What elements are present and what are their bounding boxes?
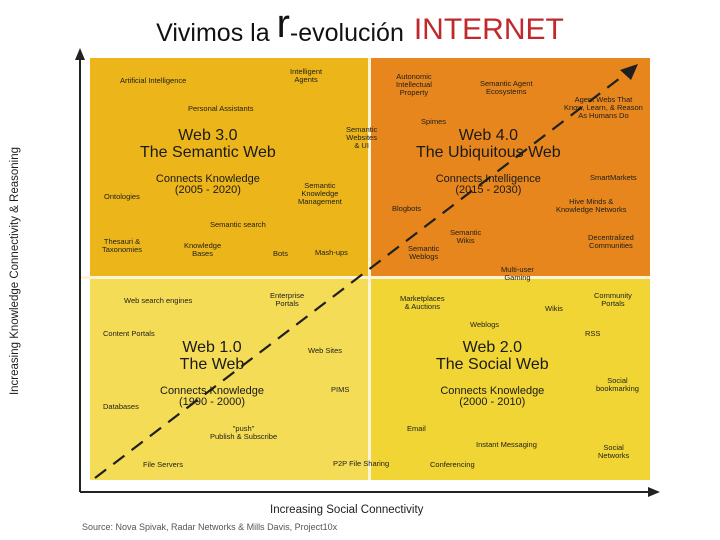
evolution-dashed-line	[94, 71, 629, 479]
tag-mashups: Mash-ups	[315, 248, 348, 257]
tag-enterprise-portals: Enterprise Portals	[270, 291, 305, 308]
web3-dates: (2005 - 2020)	[174, 184, 241, 197]
tag-decentralized: Decentralized Communities	[588, 233, 634, 250]
tag-web-sites: Web Sites	[308, 346, 343, 355]
tag-smartmarkets: SmartMarkets	[590, 173, 637, 182]
tag-hive-minds: Hive Minds & Knowledge Networks	[556, 197, 627, 214]
tag-weblogs: Weblogs	[470, 320, 500, 329]
quadrant-web4-bg	[371, 58, 650, 276]
tag-ontologies: Ontologies	[104, 192, 140, 201]
tag-personal-assistants: Personal Assistants	[188, 104, 254, 113]
tag-p2p-file-sharing: P2P File Sharing	[333, 459, 390, 468]
tag-knowledge-bases: Knowledge Bases	[184, 241, 222, 258]
slide-title: Vivimos la r-evolución INTERNET	[0, 0, 720, 48]
quadrant-web4-label: Web 4.0 The Ubiquitous Web Connects Inte…	[416, 127, 561, 197]
web4-subtitle: The Ubiquitous Web	[416, 143, 561, 161]
tag-multiuser-gaming: Multi-user Gaming	[501, 265, 534, 282]
tag-thesauri: Thesauri & Taxonomies	[102, 237, 143, 254]
tag-instant-messaging: Instant Messaging	[476, 440, 537, 449]
tag-semantic-weblogs: Semantic Weblogs	[408, 244, 440, 261]
tag-social-bookmarking: Social bookmarking	[596, 376, 639, 393]
tag-spimes: Spimes	[421, 117, 447, 126]
tag-content-portals: Content Portals	[103, 329, 155, 338]
web2-subtitle: The Social Web	[436, 355, 549, 373]
tag-push-publish: "push" Publish & Subscribe	[210, 424, 278, 441]
tag-autonomic: Autonomic Intellectual Property	[396, 72, 432, 97]
title-part2: r	[276, 2, 290, 46]
tag-bots: Bots	[273, 249, 289, 258]
web1-name: Web 1.0	[182, 339, 242, 356]
quadrant-web3-bg	[90, 58, 368, 276]
tag-intelligent-agents: Intelligent Agents	[290, 67, 323, 84]
web1-dates: (1990 - 2000)	[178, 396, 245, 409]
tag-semantic-wikis: Semantic Wikis	[450, 228, 482, 245]
tag-file-servers: File Servers	[143, 460, 184, 469]
web4-name: Web 4.0	[458, 127, 518, 144]
tag-artificial-intelligence: Artificial Intelligence	[120, 76, 187, 85]
web4-connects: Connects Intelligence	[435, 172, 541, 185]
web1-connects: Connects Knowledge	[160, 384, 264, 397]
tag-conferencing: Conferencing	[430, 460, 475, 469]
quadrant-web1-label: Web 1.0 The Web Connects Knowledge (1990…	[160, 339, 264, 409]
tag-email: Email	[407, 424, 426, 433]
quadrant-web2-label: Web 2.0 The Social Web Connects Knowledg…	[436, 339, 549, 409]
tag-semantic-search: Semantic search	[210, 220, 266, 229]
tag-social-networks: Social Networks	[598, 443, 630, 460]
web1-subtitle: The Web	[179, 355, 245, 373]
tag-community-portals: Community Portals	[594, 291, 632, 308]
tag-web-search-engines: Web search engines	[124, 296, 193, 305]
x-axis-arrow-icon	[648, 487, 660, 497]
quadrant-web2-bg	[371, 279, 650, 480]
tag-marketplaces: Marketplaces & Auctions	[400, 294, 445, 311]
y-axis-arrow-icon	[75, 48, 85, 60]
web3-subtitle: The Semantic Web	[140, 143, 276, 161]
evolution-arrow-icon	[620, 64, 638, 80]
web2-name: Web 2.0	[462, 339, 522, 356]
title-part4: INTERNET	[413, 13, 564, 46]
web4-dates: (2015 - 2030)	[455, 184, 522, 197]
quadrant-web3-label: Web 3.0 The Semantic Web Connects Knowle…	[140, 127, 276, 197]
tag-agent-webs: Agent Webs That Know, Learn, & Reason As H…	[564, 95, 643, 120]
tag-semantic-websites: Semantic Websites & UI	[346, 125, 378, 150]
web3-connects: Connects Knowledge	[155, 172, 260, 185]
tag-rss: RSS	[585, 329, 601, 338]
tag-blogbots: Blogbots	[392, 204, 422, 213]
source-credit: Source: Nova Spivak, Radar Networks & Mi…	[82, 522, 338, 532]
tag-semantic-agent-ecosystems: Semantic Agent Ecosystems	[480, 79, 533, 96]
title-part3: -evolución	[289, 19, 404, 47]
x-axis-label: Increasing Social Connectivity	[270, 504, 424, 516]
tag-semantic-km: Semantic Knowledge Management	[298, 181, 342, 206]
web2-dates: (2000 - 2010)	[459, 396, 526, 409]
tag-databases: Databases	[103, 402, 139, 411]
tag-wikis: Wikis	[545, 304, 563, 313]
tag-pims: PIMS	[331, 385, 350, 394]
web3-name: Web 3.0	[178, 127, 238, 144]
web2-connects: Connects Knowledge	[440, 384, 545, 397]
title-part1: Vivimos la	[156, 19, 277, 47]
y-axis-label: Increasing Knowledge Connectivity & Reas…	[9, 146, 21, 396]
